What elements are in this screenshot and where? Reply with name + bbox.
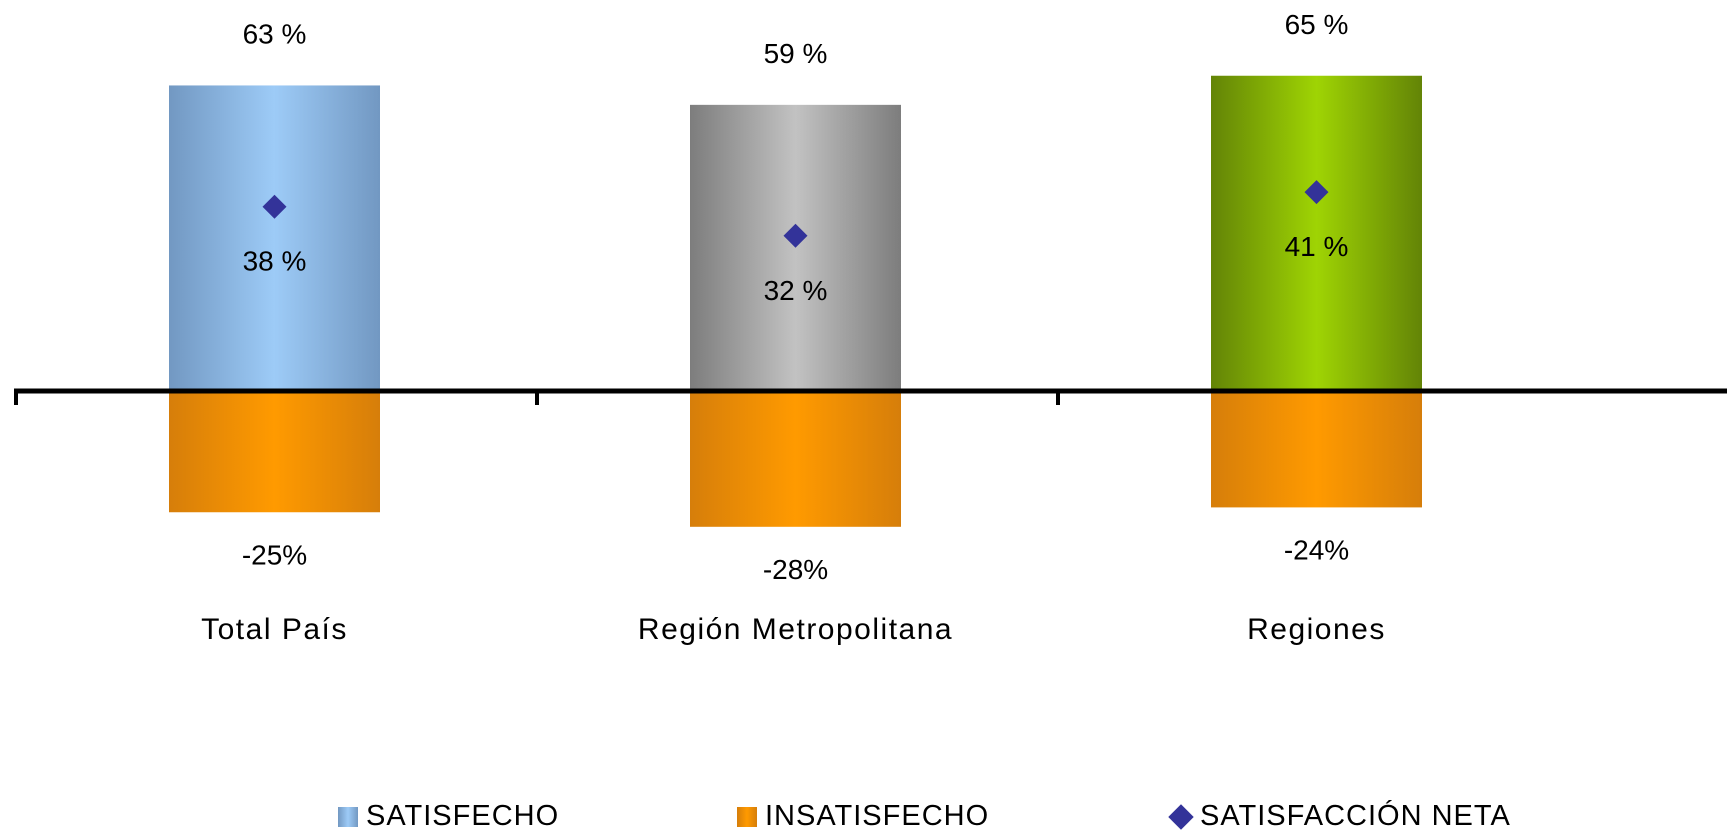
markers-layer	[262, 180, 1329, 248]
bar-insatisfecho-region-metropolitana	[690, 391, 901, 527]
label-satisfecho-total-pais: 63 %	[243, 18, 307, 49]
bar-insatisfecho-total-pais	[169, 391, 380, 513]
label-satisfaccion-neta-total-pais: 38 %	[243, 246, 307, 277]
chart: 63 % 38 % -25% Total País 59 % 32 % -28% Región…	[14, 9, 1727, 646]
legend-label-satisfecho: SATISFECHO	[366, 800, 560, 832]
legend-label-insatisfecho: INSATISFECHO	[765, 800, 990, 832]
label-insatisfecho-total-pais: -25%	[242, 539, 307, 570]
category-label-regiones: Regiones	[1247, 613, 1386, 646]
legend: SATISFECHO INSATISFECHO SATISFACCIÓN NET…	[0, 800, 1727, 840]
marker-satisfaccion-neta-regiones	[1304, 180, 1329, 205]
satisfecho-swatch-icon	[338, 806, 358, 827]
category-label-region-metropolitana: Región Metropolitana	[638, 613, 953, 646]
legend-item-satisfaccion-neta: SATISFACCIÓN NETA	[1168, 800, 1511, 833]
labels-layer: 63 % 38 % -25% Total País 59 % 32 % -28% Región…	[201, 9, 1386, 646]
bars-layer	[169, 75, 1422, 527]
label-satisfecho-region-metropolitana: 59 %	[764, 38, 828, 69]
insatisfecho-swatch-icon	[737, 806, 757, 827]
marker-satisfaccion-neta-region-metropolitana	[783, 223, 808, 248]
label-satisfecho-regiones: 65 %	[1285, 9, 1349, 40]
category-label-total-pais: Total País	[201, 613, 348, 646]
marker-satisfaccion-neta-total-pais	[262, 194, 287, 219]
bar-satisfecho-total-pais	[169, 85, 380, 391]
label-insatisfecho-region-metropolitana: -28%	[763, 554, 828, 585]
diamond-icon	[1168, 803, 1194, 830]
label-insatisfecho-regiones: -24%	[1284, 534, 1349, 565]
label-satisfaccion-neta-region-metropolitana: 32 %	[764, 275, 828, 306]
legend-item-satisfecho: SATISFECHO	[338, 800, 559, 833]
legend-label-satisfaccion-neta: SATISFACCIÓN NETA	[1200, 800, 1511, 832]
bar-satisfecho-region-metropolitana	[690, 104, 901, 391]
legend-item-insatisfecho: INSATISFECHO	[737, 800, 989, 833]
axis-layer	[14, 388, 1727, 405]
bar-satisfecho-regiones	[1211, 75, 1422, 391]
bar-insatisfecho-regiones	[1211, 391, 1422, 508]
label-satisfaccion-neta-regiones: 41 %	[1285, 231, 1349, 262]
